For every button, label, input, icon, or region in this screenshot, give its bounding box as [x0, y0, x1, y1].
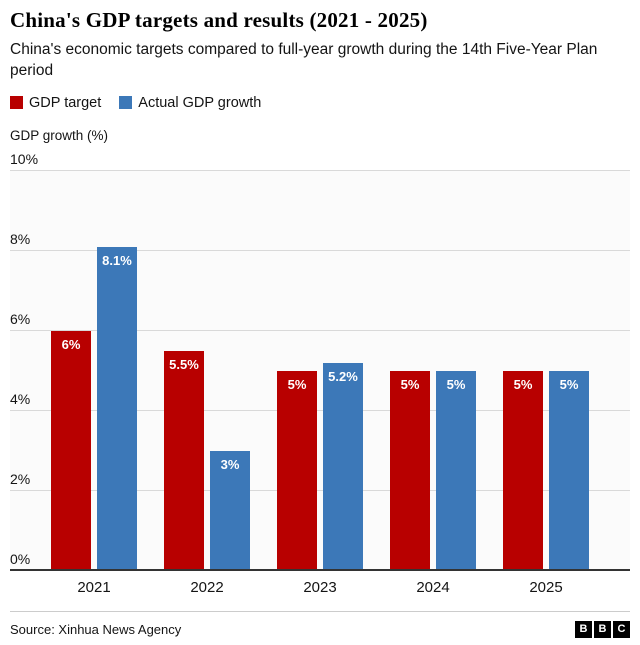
bar: 5% — [390, 370, 430, 571]
x-axis-baseline — [10, 568, 630, 571]
plot-area: 0% 2% 4% 6% 8% 10% 6% 8.1% 2021 5.5% 3% 2022 5% 5.2% 2… — [10, 151, 630, 596]
bar-value-label: 5% — [513, 376, 533, 392]
y-axis-tick-label: 10% — [10, 150, 39, 167]
blue-square-swatch — [119, 96, 133, 110]
bar-group-2021: 6% 8.1% 2021 — [51, 171, 137, 596]
bar-value-label: 5% — [400, 376, 420, 392]
y-axis-title: GDP growth (%) — [10, 127, 109, 143]
gridline — [10, 329, 630, 331]
gridline — [10, 409, 630, 411]
red-square-swatch — [10, 96, 23, 110]
y-axis-tick-label: 6% — [10, 310, 31, 327]
bar-value-label: 8.1% — [102, 252, 132, 268]
bar-value-label: 5% — [287, 376, 307, 392]
x-axis-label: 2024 — [416, 578, 450, 596]
y-axis-tick-label: 4% — [10, 390, 31, 407]
y-axis-tick-label: 0% — [10, 550, 31, 567]
gridline — [10, 249, 630, 251]
bar-value-label: 5% — [446, 376, 466, 392]
bar: 5.2% — [323, 362, 363, 571]
page-title: China's GDP targets and results (2021 - … — [10, 8, 428, 32]
bar: 5.5% — [164, 350, 204, 571]
bbc-logo-icon: B B C — [575, 620, 630, 638]
bbc-logo-block: B — [575, 620, 592, 638]
bar: 5% — [549, 370, 589, 571]
bar: 6% — [51, 330, 91, 571]
bar: 8.1% — [97, 246, 137, 571]
bar-group-2025: 5% 5% 2025 — [503, 171, 589, 596]
bar-group-2024: 5% 5% 2024 — [390, 171, 476, 596]
bar: 5% — [436, 370, 476, 571]
footer: Source: Xinhua News Agency B B C — [10, 610, 630, 638]
y-axis-tick-label: 2% — [10, 470, 31, 487]
chart-subtitle: China's economic targets compared to ful… — [10, 41, 598, 79]
y-axis-tick-label: 8% — [10, 230, 31, 247]
x-axis-label: 2023 — [303, 578, 337, 596]
bbc-logo-block: B — [594, 620, 611, 638]
bar: 5% — [277, 370, 317, 571]
x-axis-label: 2022 — [190, 578, 224, 596]
legend-item: Actual GDP growth — [119, 95, 261, 111]
legend-label: GDP target — [29, 94, 102, 111]
bar: 5% — [503, 370, 543, 571]
bbc-logo-block: C — [613, 620, 630, 638]
bar: 3% — [210, 450, 250, 571]
legend-item: GDP target — [10, 95, 101, 111]
bar-value-label: 5% — [559, 376, 579, 392]
bar-groups: 6% 8.1% 2021 5.5% 3% 2022 5% 5.2% 2023 5% 5% 2024 5%… — [10, 171, 630, 596]
bar-value-label: 3% — [220, 456, 240, 472]
x-axis-label: 2021 — [77, 578, 111, 596]
legend: GDP target Actual GDP growth — [10, 95, 630, 111]
bar-value-label: 6% — [61, 336, 81, 352]
source-attribution: Source: Xinhua News Agency — [10, 621, 182, 637]
bar-value-label: 5.2% — [328, 368, 358, 384]
bar-value-label: 5.5% — [169, 356, 199, 372]
bar-group-2023: 5% 5.2% 2023 — [277, 171, 363, 596]
bar-group-2022: 5.5% 3% 2022 — [164, 171, 250, 596]
gridline — [10, 169, 630, 171]
x-axis-label: 2025 — [529, 578, 563, 596]
gridline — [10, 489, 630, 491]
legend-label: Actual GDP growth — [138, 94, 262, 111]
